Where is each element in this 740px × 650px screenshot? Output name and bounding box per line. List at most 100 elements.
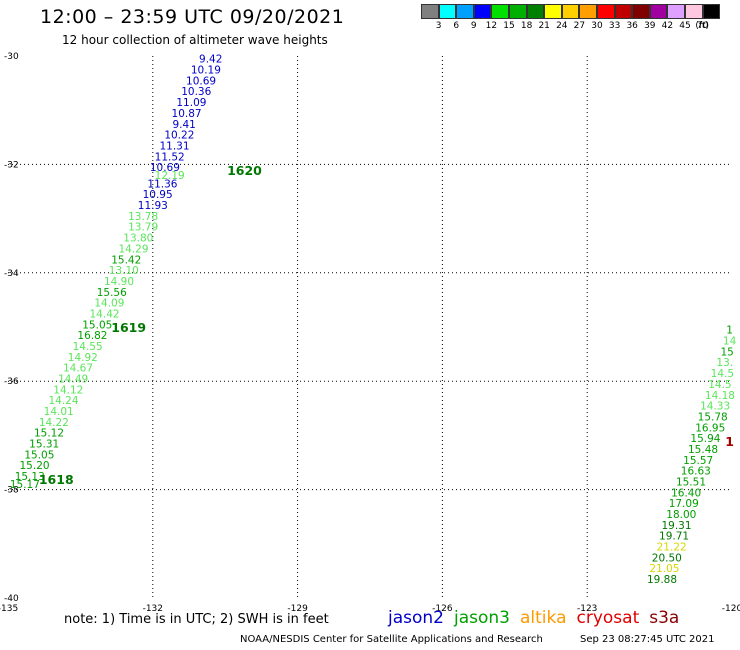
- wave-height-value: 10.36: [181, 86, 211, 98]
- wave-height-value: 9.41: [172, 119, 195, 131]
- legend-label: 18: [520, 21, 533, 31]
- legend-label: 15: [503, 21, 515, 31]
- wave-height-value: 19.31: [661, 520, 691, 532]
- wave-height-value: 11.52: [155, 151, 185, 163]
- wave-height-value: 15.78: [698, 411, 728, 423]
- wave-height-value: 16.82: [77, 330, 107, 342]
- wave-height-value: 14.5: [711, 368, 734, 380]
- legend-unit: (ft): [695, 21, 709, 31]
- wave-height-value: 14.67: [63, 363, 93, 375]
- legend-swatch: [508, 4, 527, 19]
- wave-height-value: 14.01: [44, 406, 74, 418]
- wave-height-value: 14.92: [68, 352, 98, 364]
- legend-swatch: [421, 4, 439, 19]
- wave-height-value: 15: [720, 346, 733, 358]
- wave-height-value: 14.24: [48, 395, 78, 407]
- legend-label: 3: [435, 21, 442, 31]
- legend-swatch: [614, 4, 633, 19]
- wave-height-value: 15.12: [34, 428, 64, 440]
- wave-height-value: 21.05: [649, 563, 679, 575]
- wave-height-value: 15.51: [676, 476, 706, 488]
- wave-height-value: 15.13: [15, 471, 45, 483]
- longitude-tick-label: -123: [577, 604, 597, 614]
- satellite-s3a: s3a: [649, 608, 680, 628]
- wave-height-value: 9.42: [199, 54, 222, 66]
- legend-label: 30: [591, 21, 603, 31]
- latitude-tick-label: -32: [4, 160, 19, 170]
- map-subtitle: 12 hour collection of altimeter wave hei…: [62, 33, 328, 47]
- wave-height-value: 15.05: [24, 449, 54, 461]
- wave-height-value: 14.90: [104, 276, 134, 288]
- wave-height-value: 14.09: [94, 298, 124, 310]
- wave-height-value: 15.42: [111, 254, 141, 266]
- wave-height-value: 15.48: [688, 444, 718, 456]
- legend-swatch: [649, 4, 668, 19]
- wave-height-value: 14.29: [118, 243, 148, 255]
- legend-swatch: [684, 4, 703, 19]
- wave-height-value: 14.22: [39, 417, 69, 429]
- legend-swatch: [438, 4, 457, 19]
- wave-height-value: 14.33: [700, 401, 730, 413]
- wave-height-value: 15.94: [690, 433, 720, 445]
- wave-height-value: 11.93: [138, 200, 168, 212]
- wave-height-value: 13.79: [128, 222, 158, 234]
- wave-height-value: 21.22: [657, 542, 687, 554]
- track-time-label: 1: [725, 434, 734, 449]
- wave-height-value: 10.87: [172, 108, 202, 120]
- longitude-tick-label: -132: [143, 604, 163, 614]
- wave-height-value: 1: [726, 325, 733, 337]
- wave-height-value: 17.09: [669, 498, 699, 510]
- wave-height-value: 16.63: [681, 466, 711, 478]
- longitude-tick-label: -129: [287, 604, 308, 614]
- latitude-tick-label: -38: [4, 486, 19, 496]
- wave-height-value: 10.22: [164, 130, 194, 142]
- latitude-tick-label: -30: [4, 52, 19, 62]
- wave-height-value: 14.55: [73, 341, 103, 353]
- legend-swatch: [561, 4, 580, 19]
- satellite-jason2: jason2: [388, 608, 444, 628]
- map-title: 12:00 – 23:59 UTC 09/20/2021: [40, 6, 345, 28]
- track-time-label: 1619: [111, 320, 146, 335]
- wave-height-value: 11.36: [147, 178, 177, 190]
- satellite-altika: altika: [520, 608, 567, 628]
- wave-height-value: 11.31: [159, 140, 189, 152]
- satellite-jason3: jason3: [454, 608, 510, 628]
- wave-height-value: 15.20: [20, 460, 50, 472]
- wave-height-value: 15.17: [10, 479, 40, 491]
- wave-height-value: 11.09: [176, 97, 206, 109]
- legend-label: 24: [556, 21, 568, 31]
- wave-height-value: 14: [723, 336, 737, 348]
- legend-label: 33: [608, 21, 621, 31]
- longitude-tick-label: -126: [432, 604, 453, 614]
- wave-height-value: 19.71: [659, 531, 689, 543]
- legend-label: 27: [573, 21, 586, 31]
- latitude-tick-label: -34: [4, 269, 19, 279]
- latitude-tick-label: -36: [4, 377, 19, 387]
- wave-height-value: 13.10: [109, 265, 139, 277]
- wave-height-value: 10.69: [150, 162, 180, 174]
- legend-swatch: [596, 4, 615, 19]
- legend-swatch: [579, 4, 597, 19]
- wave-height-value: 16.40: [671, 487, 701, 499]
- timestamp-text: Sep 23 08:27:45 UTC 2021: [580, 634, 715, 645]
- latitude-tick-label: -40: [4, 594, 19, 604]
- satellite-key: jason2 jason3 altika cryosat s3a: [388, 608, 689, 628]
- wave-height-value: 15.05: [82, 319, 112, 331]
- wave-height-value: 10.69: [186, 75, 216, 87]
- wave-height-value: 20.50: [652, 552, 682, 564]
- wave-height-value: 13.80: [123, 233, 153, 245]
- legend-swatch: [456, 4, 474, 19]
- note-text: note: 1) Time is in UTC; 2) SWH is in fe…: [64, 612, 329, 627]
- legend-label: 39: [644, 21, 656, 31]
- legend-swatch: [632, 4, 650, 19]
- legend-swatch: [473, 4, 492, 19]
- legend-swatch: [702, 4, 721, 19]
- legend-label: 9: [470, 21, 477, 31]
- track-time-label: 1620: [227, 163, 262, 178]
- legend-label: 6: [453, 21, 460, 31]
- wave-height-value: 15.56: [97, 287, 127, 299]
- wave-height-value: 10.19: [191, 65, 221, 77]
- satellite-cryosat: cryosat: [576, 608, 640, 628]
- wave-height-value: 16.95: [695, 422, 725, 434]
